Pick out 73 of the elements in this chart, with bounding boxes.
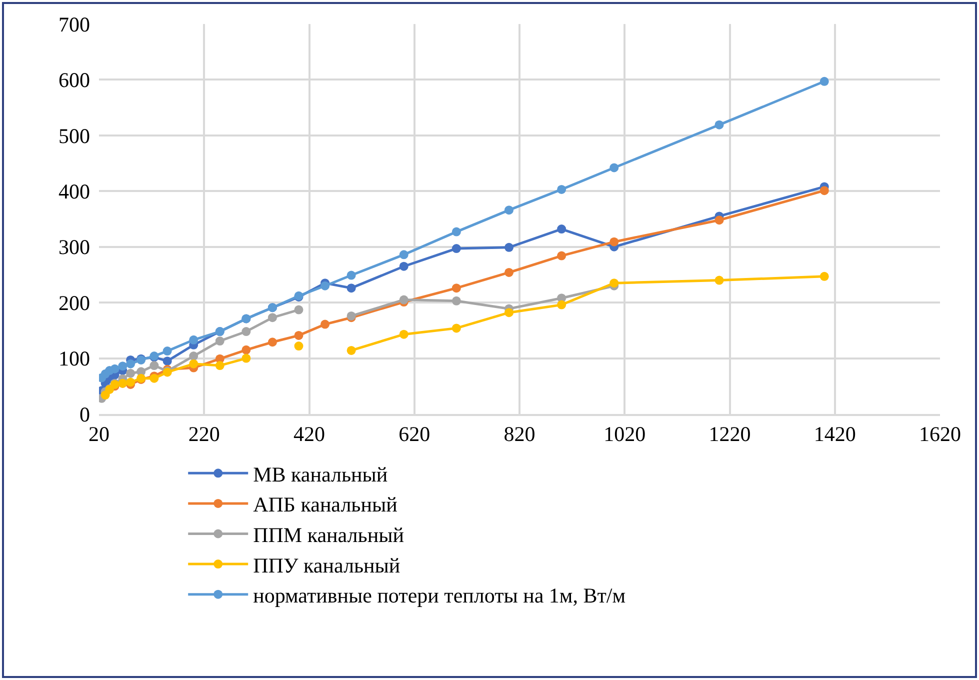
x-tick-label: 820	[504, 422, 536, 446]
point	[294, 342, 304, 351]
point	[714, 120, 724, 130]
point	[452, 227, 461, 236]
point	[294, 330, 304, 340]
point	[610, 237, 619, 246]
point	[452, 244, 461, 254]
point	[110, 364, 120, 374]
legend-label: нормативные потери теплоты на 1м, Вт/м	[253, 584, 626, 608]
point	[268, 338, 277, 347]
point	[294, 305, 304, 314]
y-tick-label: 600	[58, 68, 90, 92]
point	[162, 356, 172, 366]
legend-label: МВ канальный	[253, 462, 388, 486]
y-tick-label: 200	[58, 290, 90, 315]
point	[242, 345, 251, 354]
x-tick-label: 1220	[708, 422, 751, 446]
point	[504, 206, 514, 215]
point	[557, 251, 566, 260]
point	[557, 184, 566, 194]
point	[126, 359, 136, 368]
point	[346, 284, 356, 293]
legend-label: ППМ канальный	[253, 522, 404, 547]
point	[399, 295, 408, 304]
point	[504, 242, 514, 252]
point	[399, 262, 408, 271]
x-tick-label: 1420	[814, 422, 856, 446]
point	[242, 354, 251, 363]
point	[242, 327, 251, 336]
x-tick-label: 620	[398, 422, 430, 446]
x-tick-label: 1020	[604, 422, 646, 446]
y-tick-label: 0	[80, 402, 90, 426]
point	[150, 361, 159, 370]
y-tick-label: 500	[58, 124, 90, 148]
point	[399, 330, 408, 339]
point	[820, 272, 829, 281]
point	[452, 296, 461, 306]
point	[118, 362, 128, 371]
x-tick-label: 220	[188, 422, 220, 446]
legend-label: ППУ канальный	[253, 553, 400, 578]
point	[215, 336, 224, 346]
point	[452, 284, 461, 293]
point	[714, 276, 724, 285]
point	[399, 250, 408, 260]
point	[162, 346, 172, 356]
point	[610, 163, 619, 172]
point	[268, 313, 277, 322]
y-tick-label: 300	[58, 235, 90, 260]
y-tick-label: 700	[58, 12, 90, 36]
point	[504, 268, 514, 277]
point	[557, 300, 566, 310]
point	[189, 359, 198, 368]
y-tick-label: 100	[58, 346, 90, 371]
point	[320, 320, 330, 329]
y-tick-label: 400	[58, 179, 90, 204]
point	[820, 186, 829, 196]
point	[189, 335, 198, 344]
legend-label: АПБ канальный	[253, 492, 398, 517]
x-tick-label: 20	[88, 422, 110, 446]
point	[452, 324, 461, 333]
point	[320, 281, 330, 290]
point	[557, 224, 566, 234]
point	[610, 278, 619, 288]
point	[346, 270, 356, 280]
x-tick-label: 420	[294, 422, 325, 446]
point	[189, 352, 198, 361]
point	[820, 76, 829, 86]
point	[346, 346, 356, 355]
point	[714, 216, 724, 225]
point	[215, 361, 224, 370]
point	[126, 368, 136, 378]
x-tick-label: 1620	[919, 422, 961, 446]
point	[504, 308, 514, 318]
